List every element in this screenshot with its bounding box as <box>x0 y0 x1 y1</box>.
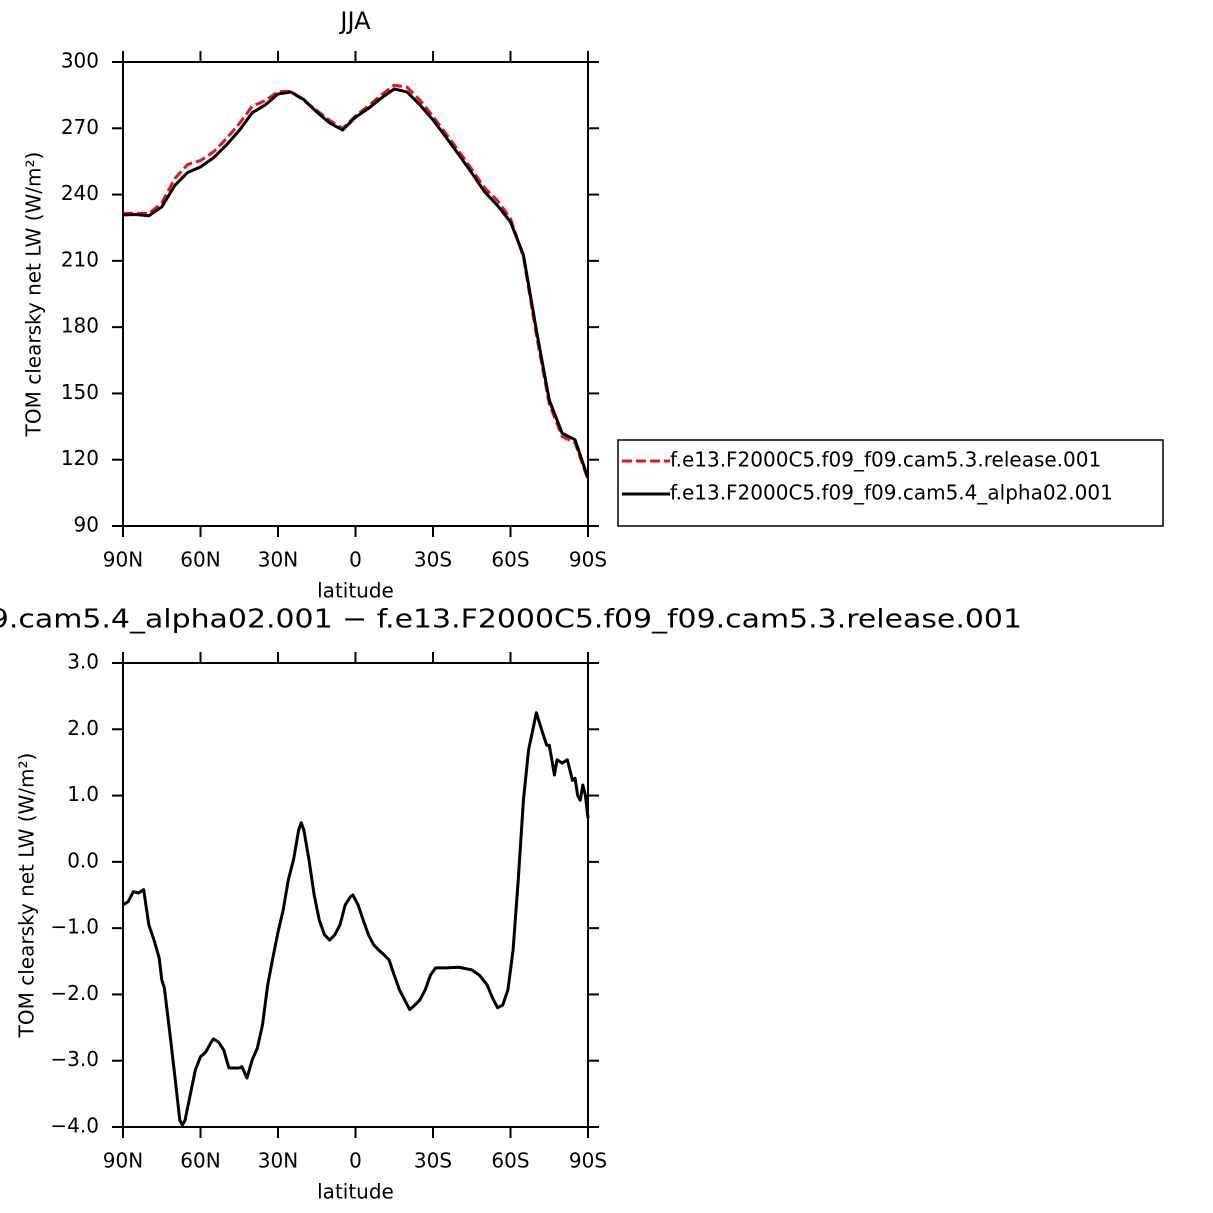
data-line <box>122 711 590 1127</box>
x-tick-label: 90N <box>103 1149 143 1173</box>
data-line <box>123 83 590 481</box>
data-line <box>122 87 590 479</box>
y-tick-label: 210 <box>61 247 99 271</box>
y-tick-label: 90 <box>74 513 99 537</box>
y-tick-label: 270 <box>61 115 99 139</box>
y-tick-label: 2.0 <box>67 716 99 740</box>
y-tick-label: 240 <box>61 181 99 205</box>
x-tick-label: 0 <box>349 1149 362 1173</box>
y-axis-label: TOM clearsky net LW (W/m²) <box>22 152 46 438</box>
plot-frame <box>122 662 589 1128</box>
x-tick-label: 90N <box>103 548 143 572</box>
x-tick-label: 60S <box>491 1149 529 1173</box>
x-tick-label: 30N <box>258 548 298 572</box>
y-tick-label: −4.0 <box>50 1114 99 1138</box>
y-axis-label: TOM clearsky net LW (W/m²) <box>15 753 39 1039</box>
plot-frame <box>122 61 589 527</box>
y-tick-label: −1.0 <box>50 915 99 939</box>
x-tick-label: 30S <box>414 1149 452 1173</box>
x-tick-label: 90S <box>569 548 607 572</box>
x-tick-label: 90S <box>569 1149 607 1173</box>
x-tick-label: 60N <box>180 1149 220 1173</box>
legend-label: f.e13.F2000C5.f09_f09.cam5.4_alpha02.001 <box>670 481 1113 505</box>
x-axis-label: latitude <box>317 1180 394 1204</box>
y-tick-label: 0.0 <box>67 848 99 872</box>
legend-label: f.e13.F2000C5.f09_f09.cam5.3.release.001 <box>670 448 1101 472</box>
x-tick-label: 30S <box>414 548 452 572</box>
x-tick-label: 60N <box>180 548 220 572</box>
x-tick-label: 0 <box>349 548 362 572</box>
y-tick-label: 300 <box>61 49 99 73</box>
legend: f.e13.F2000C5.f09_f09.cam5.3.release.001… <box>617 439 1164 527</box>
y-tick-label: 120 <box>61 446 99 470</box>
x-axis-label: latitude <box>317 579 394 603</box>
legend-box <box>617 439 1164 527</box>
chart-title: JJA <box>338 7 371 35</box>
y-tick-label: 180 <box>61 314 99 338</box>
y-tick-label: 3.0 <box>67 650 99 674</box>
y-tick-label: −3.0 <box>50 1047 99 1071</box>
y-tick-label: −2.0 <box>50 981 99 1005</box>
y-tick-label: 150 <box>61 380 99 404</box>
x-tick-label: 60S <box>491 548 529 572</box>
y-tick-label: 1.0 <box>67 782 99 806</box>
x-tick-label: 30N <box>258 1149 298 1173</box>
chart-title: f.e13.F2000C5.f09_f09.cam5.4_alpha02.001… <box>0 605 1022 635</box>
